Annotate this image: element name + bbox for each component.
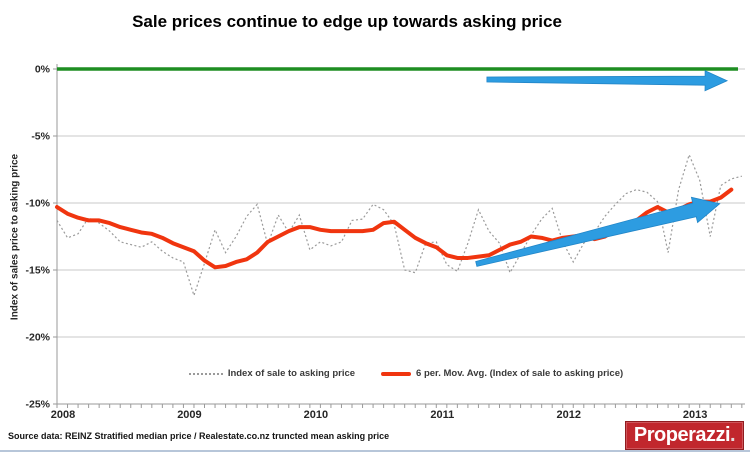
x-year-label: 2009 [177,409,201,421]
legend-item-index: Index of sale to asking price [188,368,356,379]
flat-trend-arrow [486,70,729,92]
logo-period: . [730,424,736,446]
chart-title: Sale prices continue to edge up towards … [132,12,562,31]
index-series-line [56,152,742,298]
x-year-label: 2010 [304,409,328,421]
source-note: Source data: REINZ Stratified median pri… [8,431,390,441]
y-tick-label: -10% [25,198,50,210]
x-year-label: 2012 [556,409,580,421]
logo-text: Properazzi [633,424,731,446]
y-tick-label: -5% [31,131,50,143]
properazzi-logo: Properazzi. [625,421,744,450]
y-tick-label: -20% [25,332,50,344]
y-tick-label: 0% [35,64,51,76]
y-tick-label: -15% [25,265,50,277]
rising-trend-arrow [475,196,721,267]
legend: Index of sale to asking price 6 per. Mov… [100,368,712,379]
dotted-line-swatch [188,372,223,375]
x-year-label: 2011 [430,409,454,421]
legend-item-moving-average: 6 per. Mov. Avg. (Index of sale to askin… [381,368,623,379]
y-tick-label: -25% [25,399,50,411]
red-line-swatch [381,371,412,376]
x-year-label: 2008 [51,409,75,421]
x-year-label: 2013 [683,409,707,421]
legend-label-index: Index of sale to asking price [227,368,356,379]
legend-label-moving-average: 6 per. Mov. Avg. (Index of sale to askin… [416,368,624,379]
bottom-border-line [0,450,750,452]
